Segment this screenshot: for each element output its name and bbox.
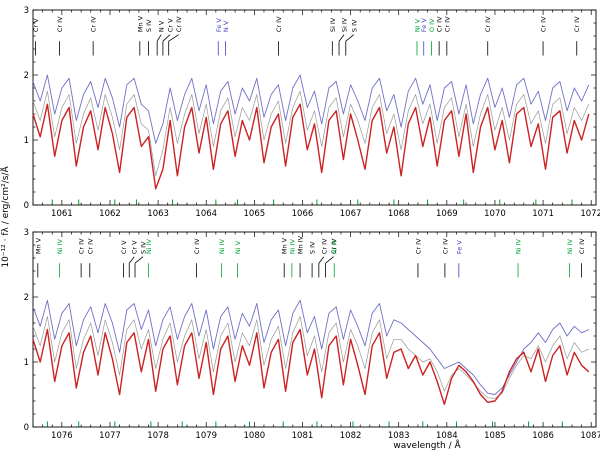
line-id-label: Ni V bbox=[234, 240, 242, 254]
line-id-label: Cr IV bbox=[414, 238, 422, 254]
green-axis-ticks bbox=[46, 421, 563, 427]
panel-frame bbox=[32, 231, 597, 428]
series-observation-red bbox=[32, 103, 590, 190]
line-id-label: Cr IV bbox=[436, 16, 444, 32]
y-axis-ticks: 0 1 2 3 bbox=[24, 228, 596, 433]
line-id-label: Cr IV bbox=[443, 16, 451, 32]
line-id-label: Fe V bbox=[455, 240, 463, 254]
y-tick-label: 0 bbox=[24, 201, 29, 211]
series-model-blue bbox=[32, 299, 589, 395]
x-axis-label: wavelength / Å bbox=[393, 441, 461, 451]
x-tick-label: 1067 bbox=[340, 209, 362, 219]
line-id-label: Ni IV bbox=[288, 238, 296, 254]
series-model-gray bbox=[32, 90, 590, 177]
line-id-label: Cr IV bbox=[578, 238, 586, 254]
line-id-label: Cr IV bbox=[540, 16, 548, 32]
x-tick-label: 1080 bbox=[244, 431, 266, 441]
line-id-label: S IV bbox=[350, 19, 358, 32]
line-id-label: Cr V bbox=[131, 240, 139, 254]
line-id-label: Ni IV bbox=[145, 238, 153, 254]
x-tick-label: 1066 bbox=[292, 209, 314, 219]
x-axis-ticks: 1076 1077 1078 1079 1080 1081 1082 1083 1084 1085… bbox=[32, 232, 600, 441]
y-tick-label: 2 bbox=[24, 71, 29, 81]
y-tick-label: 1 bbox=[24, 358, 29, 368]
x-tick-label: 1069 bbox=[436, 209, 458, 219]
x-tick-label: 1085 bbox=[484, 431, 506, 441]
y-tick-label: 3 bbox=[24, 228, 29, 238]
line-id-label: Ni IV bbox=[331, 238, 339, 254]
x-tick-label: 1081 bbox=[292, 431, 314, 441]
x-tick-label: 1086 bbox=[532, 431, 554, 441]
x-tick-label: 1063 bbox=[147, 209, 169, 219]
x-tick-label: 1064 bbox=[195, 209, 217, 219]
line-id-label: S IV bbox=[145, 19, 153, 32]
x-tick-label: 1065 bbox=[244, 209, 266, 219]
series-model-blue bbox=[32, 74, 590, 144]
line-id-label: Ni IV bbox=[56, 238, 64, 254]
x-tick-label: 1062 bbox=[99, 209, 121, 219]
x-tick-label: 1082 bbox=[340, 431, 362, 441]
x-tick-label: 1068 bbox=[388, 209, 410, 219]
line-id-label: Cr V bbox=[32, 18, 40, 32]
x-tick-label: 1070 bbox=[484, 209, 506, 219]
line-id-label: Cr V bbox=[166, 18, 174, 32]
line-id-label: Cr IV bbox=[86, 238, 94, 254]
line-id-label: Ni IV bbox=[218, 238, 226, 254]
y-tick-label: 1 bbox=[24, 136, 29, 146]
x-tick-label: 1061 bbox=[51, 209, 73, 219]
x-tick-label: 1084 bbox=[436, 431, 458, 441]
line-id-label: Cr IV bbox=[78, 238, 86, 254]
line-id-label: N V bbox=[222, 20, 230, 32]
line-id-label: Si IV bbox=[341, 17, 349, 32]
x-tick-label: 1071 bbox=[532, 209, 554, 219]
green-axis-ticks bbox=[51, 199, 573, 205]
x-tick-label: 1077 bbox=[99, 431, 121, 441]
y-tick-label: 2 bbox=[24, 293, 29, 303]
line-id-label: Ni V bbox=[413, 18, 421, 32]
line-id-label: Cr IV bbox=[330, 238, 338, 254]
line-id-label: Cr IV bbox=[90, 16, 98, 32]
x-tick-label: 1076 bbox=[51, 431, 73, 441]
line-id-label: Cr IV bbox=[193, 238, 201, 254]
line-id-label: Cr V bbox=[120, 240, 128, 254]
line-id-label: Cr IV bbox=[484, 16, 492, 32]
series-model-gray bbox=[32, 316, 589, 399]
line-id-label: Ni IV bbox=[515, 238, 523, 254]
line-id-label: Fe V bbox=[215, 18, 223, 32]
x-axis-ticks: 1061 1062 1063 1064 1065 1066 1067 1068 1069 1070… bbox=[32, 10, 600, 219]
line-id-label: Cr IV bbox=[56, 16, 64, 32]
line-id-label: Ni IV bbox=[566, 238, 574, 254]
line-id-label: S IV bbox=[140, 241, 148, 254]
line-id-label: N V bbox=[158, 20, 166, 32]
x-tick-label: 1087 bbox=[580, 431, 600, 441]
series-observation-red bbox=[32, 328, 590, 405]
line-id-label: Mn IV bbox=[297, 235, 305, 254]
upper-panel: 1061 1062 1063 1064 1065 1066 1067 1068 1069 1070… bbox=[24, 6, 600, 219]
lower-panel: 1076 1077 1078 1079 1080 1081 1082 1083 1084 1085… bbox=[24, 228, 600, 441]
line-id-label: Si IV bbox=[329, 17, 337, 32]
line-id-label: S IV bbox=[309, 241, 317, 254]
x-tick-label: 1078 bbox=[147, 431, 169, 441]
y-tick-label: 3 bbox=[24, 6, 29, 16]
line-id-label: Cr IV bbox=[175, 16, 183, 32]
line-id-label: Cr IV bbox=[441, 238, 449, 254]
x-tick-label: 1083 bbox=[388, 431, 410, 441]
line-id-label: Cr IV bbox=[573, 16, 581, 32]
line-id-label: Cr IV bbox=[275, 16, 283, 32]
line-id-label: Mn V bbox=[136, 15, 144, 32]
line-id-label: Mn V bbox=[34, 237, 42, 254]
y-tick-label: 0 bbox=[24, 423, 29, 433]
line-id-label: O IV bbox=[428, 18, 436, 32]
x-tick-label: 1072 bbox=[580, 209, 600, 219]
y-axis-label: 10⁻¹² · fλ / erg/cm²/s/Å bbox=[1, 166, 11, 268]
line-id-label: Mn V bbox=[281, 237, 289, 254]
line-id-label: Fe V bbox=[420, 18, 428, 32]
line-id-label: Cr IV bbox=[320, 238, 328, 254]
panel-frame bbox=[32, 9, 597, 206]
x-tick-label: 1079 bbox=[195, 431, 217, 441]
